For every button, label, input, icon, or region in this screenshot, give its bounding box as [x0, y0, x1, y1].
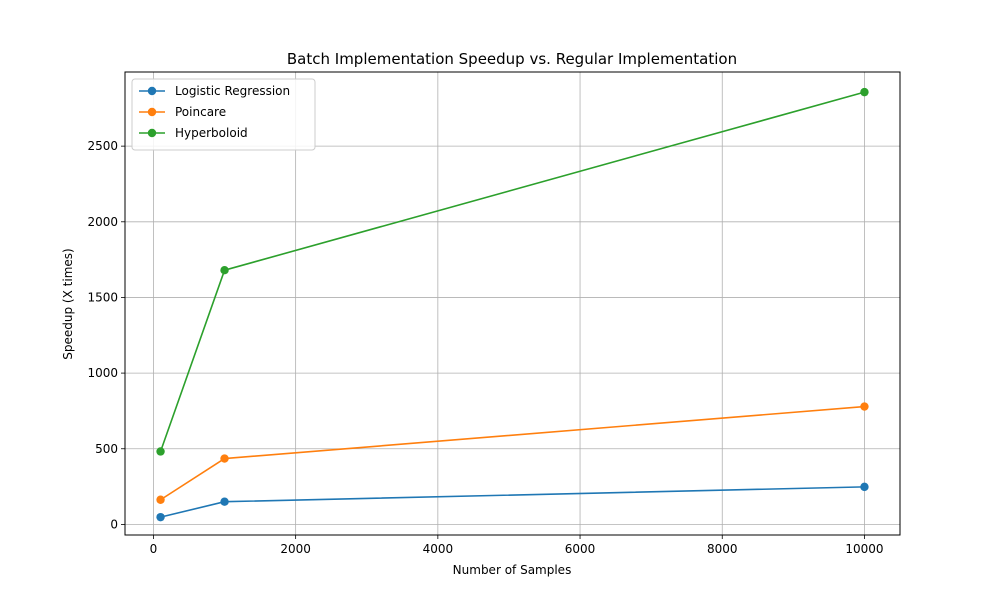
axis-ticks: 0 2000 4000 6000 8000 10000 0 500 1000 1500 2000 25…: [87, 139, 883, 556]
data-point: [156, 495, 165, 504]
data-point: [156, 447, 165, 456]
x-tick-label: 10000: [845, 542, 883, 556]
y-tick-label: 1000: [87, 366, 118, 380]
series-line: [160, 405, 865, 501]
data-point: [220, 454, 229, 463]
data-point: [220, 266, 229, 275]
x-tick-label: 4000: [423, 542, 454, 556]
legend-box: [131, 78, 316, 151]
x-tick-label: 8000: [707, 542, 738, 556]
data-point: [220, 497, 229, 506]
y-axis-label: Speedup (X times): [61, 248, 75, 359]
legend: Logistic Regression Poincare Hyperboloid: [131, 78, 316, 151]
y-tick-label: 1500: [87, 290, 118, 304]
x-tick-label: 0: [150, 542, 158, 556]
y-tick-label: 500: [95, 442, 118, 456]
chart-title: Batch Implementation Speedup vs. Regular…: [287, 50, 737, 68]
legend-label: Poincare: [175, 105, 226, 119]
legend-marker: [147, 128, 157, 138]
legend-label: Hyperboloid: [175, 126, 248, 140]
y-tick-label: 2500: [87, 139, 118, 153]
legend-marker: [147, 86, 157, 96]
legend-marker: [147, 107, 157, 117]
data-point: [860, 482, 869, 492]
series-layer: [156, 87, 869, 522]
data-point: [860, 87, 869, 97]
series-line: [160, 486, 865, 518]
data-point: [156, 512, 165, 522]
x-tick-label: 2000: [280, 542, 311, 556]
x-axis-label: Number of Samples: [453, 563, 572, 577]
data-point: [860, 402, 869, 411]
y-tick-label: 0: [110, 517, 118, 531]
legend-label: Logistic Regression: [175, 84, 290, 98]
x-tick-label: 6000: [565, 542, 596, 556]
plot-frame: [124, 71, 901, 536]
y-tick-label: 2000: [87, 215, 118, 229]
